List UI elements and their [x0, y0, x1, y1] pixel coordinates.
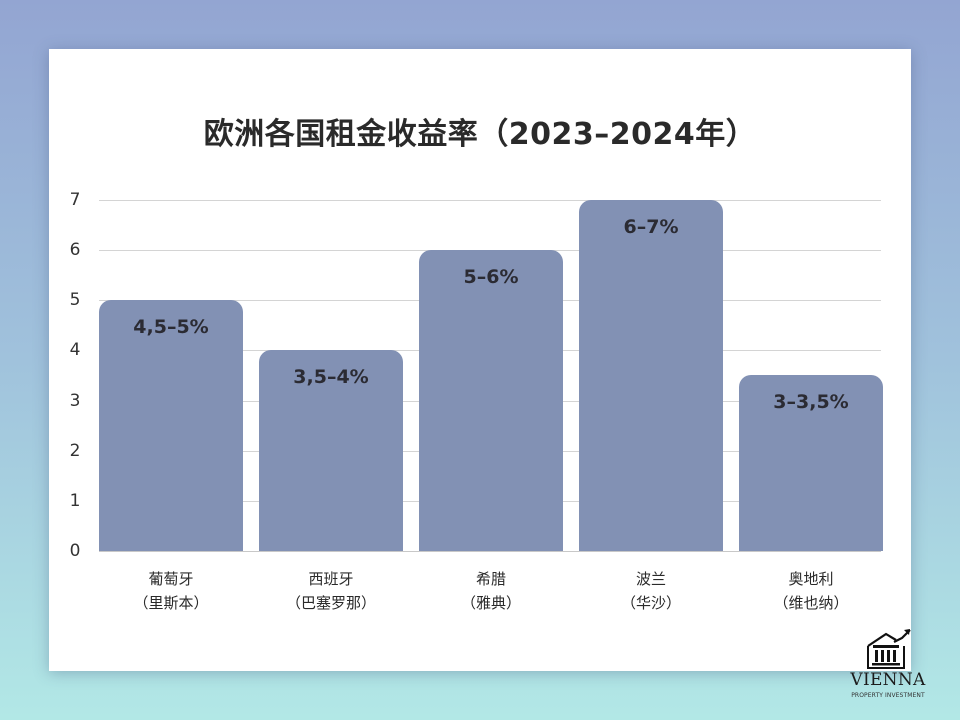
x-category-label: 葡萄牙 （里斯本） — [91, 567, 251, 615]
bar-value-label: 6–7% — [623, 215, 679, 238]
category-city: （巴塞罗那） — [285, 594, 376, 612]
logo-tagline: PROPERTY INVESTMENT — [851, 692, 925, 699]
bar: 6–7% — [579, 199, 723, 551]
y-tick-label: 2 — [69, 440, 81, 461]
y-tick-label: 0 — [69, 541, 81, 561]
category-city: （维也纳） — [773, 594, 849, 612]
bar: 3,5–4% — [259, 350, 403, 551]
category-country: 西班牙 — [308, 570, 354, 588]
bar: 4,5–5% — [99, 300, 243, 551]
bar-value-label: 5–6% — [463, 266, 519, 289]
category-city: （雅典） — [460, 594, 521, 612]
category-city: （里斯本） — [133, 594, 209, 612]
category-city: （华沙） — [620, 594, 681, 612]
logo-name: VIENNA — [850, 670, 926, 690]
plot-area: 0 1 2 3 4 5 6 7 4,5–5% 葡萄牙 （里斯本） 3,5–4% 西班牙 （巴塞罗那） 5–6… — [49, 49, 911, 671]
bar-value-label: 3,5–4% — [293, 366, 369, 389]
category-country: 波兰 — [635, 570, 666, 588]
vienna-logo: VIENNA PROPERTY INVESTMENT — [840, 628, 936, 708]
x-axis-baseline — [99, 551, 881, 552]
gridline — [99, 199, 881, 201]
category-country: 奥地利 — [788, 570, 834, 588]
x-category-label: 希腊 （雅典） — [411, 567, 571, 615]
bank-building-growth-icon — [867, 629, 911, 669]
chart-title: 欧洲各国租金收益率（2023–2024年） — [203, 117, 757, 152]
bar-value-label: 3–3,5% — [773, 391, 849, 414]
y-tick-label: 3 — [69, 390, 81, 411]
y-tick-label: 6 — [69, 240, 81, 261]
x-category-label: 奥地利 （维也纳） — [731, 567, 891, 615]
chart-card: 欧洲各国租金收益率（2023–2024年） 0 1 2 3 4 5 6 7 4,5–5% 葡萄牙 （… — [49, 49, 911, 671]
y-tick-label: 4 — [69, 340, 81, 361]
y-tick-label: 7 — [69, 189, 81, 210]
y-tick-label: 5 — [69, 290, 81, 311]
bar: 5–6% — [419, 250, 563, 551]
y-tick-label: 1 — [69, 490, 81, 511]
bar-value-label: 4,5–5% — [133, 316, 209, 339]
category-country: 葡萄牙 — [148, 570, 194, 588]
x-category-label: 波兰 （华沙） — [571, 567, 731, 615]
x-category-label: 西班牙 （巴塞罗那） — [251, 567, 411, 615]
category-country: 希腊 — [475, 570, 506, 588]
bar: 3–3,5% — [739, 375, 883, 551]
